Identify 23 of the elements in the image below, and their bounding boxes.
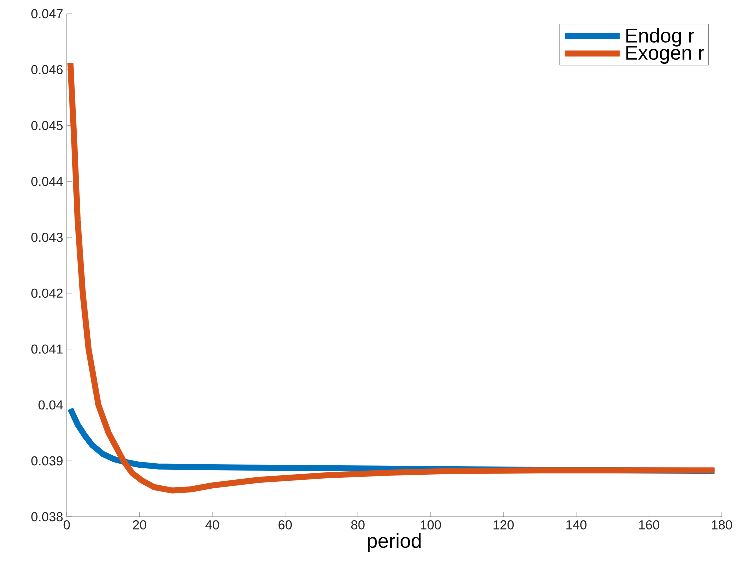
x-tick-label: 120 [494,520,514,530]
y-tick-label: 0.044 [32,177,64,186]
x-tick-label: 80 [351,520,365,530]
y-tick-label: 0.04 [38,400,64,410]
x-tick-label: 60 [278,520,292,530]
x-axis-title: period [368,534,421,552]
y-tick-label: 0.045 [32,121,63,130]
y-tick-label: 0.043 [32,232,63,242]
x-tick-label: 140 [566,520,587,530]
x-tick-label: 100 [421,520,442,530]
x-tick-label: 20 [133,520,146,530]
y-tick-label: 0.046 [32,65,63,74]
y-tick-label: 0.038 [32,512,63,522]
y-tick-label: 0.047 [32,9,63,19]
y-tick-label: 0.041 [32,344,63,354]
x-tick-label: 180 [712,520,732,530]
x-tick-label: 160 [639,520,660,530]
legend-label: Endog r [626,28,694,47]
legend-label: Exogen r [626,46,704,64]
x-tick-label: 40 [206,520,220,530]
y-tick-label: 0.042 [32,288,63,298]
y-tick-label: 0.039 [32,456,63,466]
x-tick-label: 0 [64,520,70,530]
